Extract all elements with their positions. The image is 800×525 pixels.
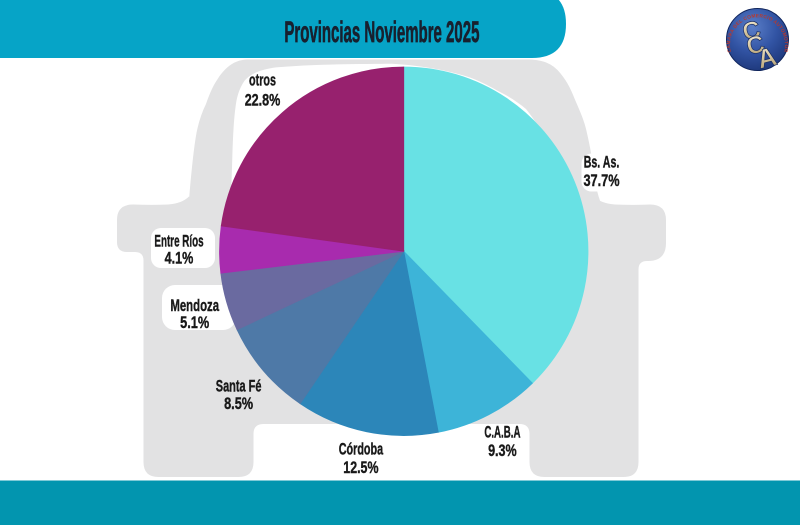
svg-text:Córdoba: Córdoba: [339, 440, 383, 459]
svg-text:Santa Fé: Santa Fé: [216, 377, 262, 396]
svg-text:Provincias Noviembre 2025: Provincias Noviembre 2025: [284, 16, 479, 49]
svg-text:C.A.B.A: C.A.B.A: [484, 422, 520, 442]
svg-text:Mendoza: Mendoza: [170, 297, 219, 316]
svg-text:22.8%: 22.8%: [245, 91, 281, 110]
svg-text:37.7%: 37.7%: [583, 171, 619, 190]
svg-text:Bs. As.: Bs. As.: [584, 153, 620, 172]
svg-text:Entre Ríos: Entre Ríos: [154, 231, 203, 251]
svg-text:9.3%: 9.3%: [488, 441, 517, 460]
svg-text:4.1%: 4.1%: [165, 249, 194, 268]
svg-text:otros: otros: [249, 71, 276, 90]
svg-text:5.1%: 5.1%: [180, 313, 209, 332]
svg-text:12.5%: 12.5%: [343, 459, 378, 477]
svg-text:8.5%: 8.5%: [224, 394, 253, 413]
